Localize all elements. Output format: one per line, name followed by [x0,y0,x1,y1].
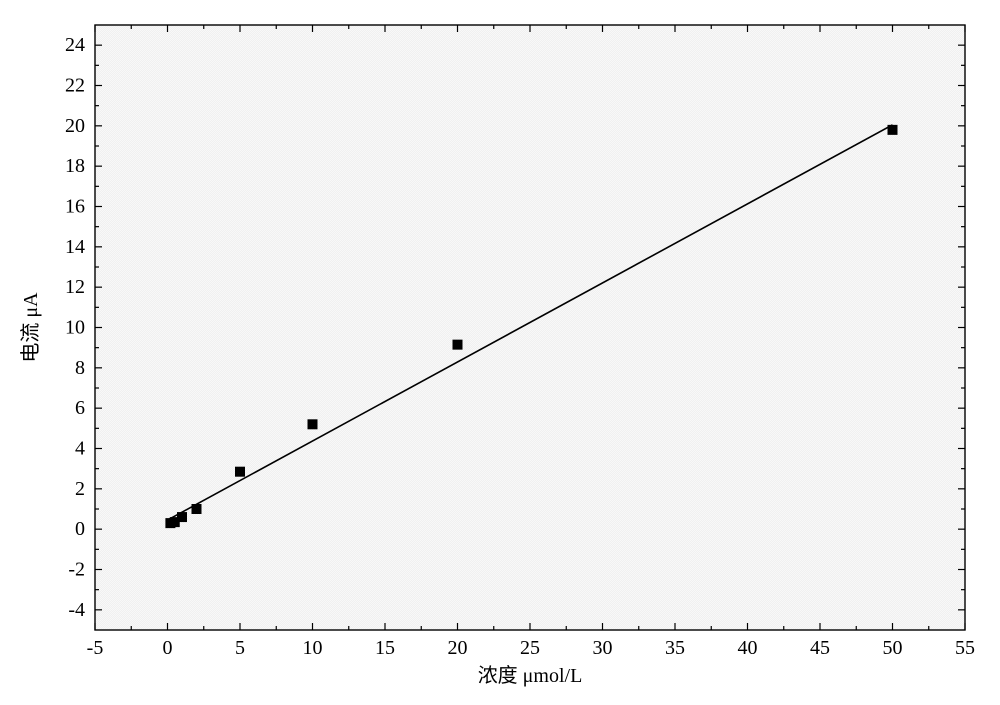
y-tick-label: 24 [65,34,85,56]
x-tick-label: 10 [303,637,323,659]
y-tick-label: 16 [65,196,85,218]
y-tick-label: 0 [75,518,85,540]
y-tick-label: -4 [68,599,85,621]
data-point [177,512,187,522]
x-tick-label: 5 [235,637,245,659]
data-point [192,504,202,514]
x-tick-label: 0 [163,637,173,659]
plot-background [95,25,965,630]
x-tick-label: -5 [87,637,104,659]
x-tick-label: 45 [810,637,830,659]
scatter-chart: -50510152025303540455055-4-2024681012141… [0,0,1000,705]
chart-svg: -50510152025303540455055-4-2024681012141… [0,0,1000,705]
y-axis-label: 电流 μA [19,292,42,363]
y-tick-label: 12 [65,276,85,298]
x-axis-label: 浓度 μmol/L [478,664,583,687]
y-tick-label: 8 [75,357,85,379]
x-tick-label: 55 [955,637,975,659]
y-tick-label: -2 [68,559,85,581]
y-tick-label: 14 [65,236,85,258]
x-tick-label: 30 [593,637,613,659]
y-tick-label: 10 [65,317,85,339]
x-tick-label: 40 [738,637,758,659]
y-tick-label: 4 [75,438,85,460]
y-tick-label: 6 [75,397,85,419]
y-tick-label: 20 [65,115,85,137]
x-tick-label: 50 [883,637,903,659]
y-tick-label: 22 [65,75,85,97]
x-tick-label: 15 [375,637,395,659]
data-point [235,467,245,477]
y-tick-label: 18 [65,155,85,177]
data-point [453,340,463,350]
x-tick-label: 35 [665,637,685,659]
y-tick-label: 2 [75,478,85,500]
x-tick-label: 25 [520,637,540,659]
x-tick-label: 20 [448,637,468,659]
data-point [308,419,318,429]
data-point [888,125,898,135]
